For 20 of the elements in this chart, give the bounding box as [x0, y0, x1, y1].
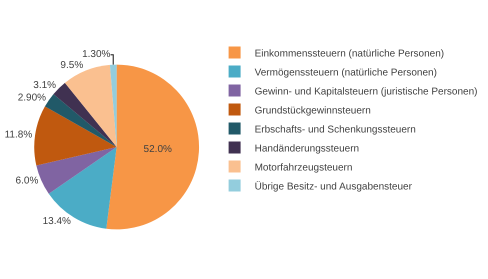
data-label: 9.5%	[60, 60, 84, 72]
legend-label: Übrige Besitz- und Ausgabensteuer	[254, 180, 413, 192]
legend-label: Handänderungssteuern	[254, 143, 360, 154]
pie-slice	[44, 94, 117, 147]
legend-label: Grundstückgewinnsteuern	[254, 105, 371, 116]
legend-label: Einkommenssteuern (natürliche Personen)	[254, 48, 444, 60]
data-label: 11.8%	[4, 130, 32, 141]
pie-slice	[34, 106, 117, 166]
legend-label: Gewinn- und Kapitalsteuern (juristische Personen)	[254, 86, 478, 98]
legend-label: Motorfahrzeugsteuern	[254, 162, 352, 174]
data-label: 2.90%	[18, 92, 46, 104]
pie-slice	[36, 147, 117, 194]
data-label: 13.4%	[42, 216, 72, 227]
data-label: 1.30%	[82, 49, 111, 60]
legend-label: Vermögenssteuern (natürliche Personen)	[254, 67, 437, 78]
data-label: 3.1%	[33, 80, 56, 91]
data-label: 52.0%	[144, 144, 172, 156]
data-label: 6.0%	[16, 176, 38, 187]
legend-label: Erbschafts- und Schenkungssteuern	[254, 124, 416, 136]
pie-slice	[106, 64, 199, 230]
